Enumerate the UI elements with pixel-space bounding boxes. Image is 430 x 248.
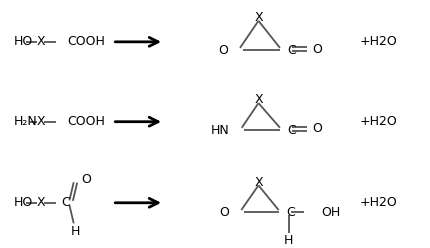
Text: COOH: COOH: [67, 115, 105, 128]
Text: COOH: COOH: [67, 35, 105, 48]
Text: OH: OH: [320, 206, 340, 219]
Text: O: O: [312, 123, 322, 135]
Text: H₂N: H₂N: [14, 115, 37, 128]
Text: H: H: [71, 225, 80, 238]
Text: X: X: [36, 196, 45, 209]
Text: C: C: [286, 124, 295, 137]
Text: HN: HN: [210, 124, 229, 137]
Text: X: X: [254, 11, 262, 24]
Text: O: O: [218, 206, 228, 219]
Text: HO: HO: [14, 196, 33, 209]
Text: C: C: [285, 206, 294, 219]
Text: C: C: [286, 44, 295, 57]
Text: X: X: [36, 115, 45, 128]
Text: HO: HO: [14, 35, 33, 48]
Text: X: X: [36, 35, 45, 48]
Text: X: X: [254, 176, 262, 189]
Text: H: H: [283, 234, 292, 247]
Text: O: O: [81, 173, 91, 186]
Text: +H2O: +H2O: [359, 35, 396, 48]
Text: O: O: [312, 43, 322, 56]
Text: O: O: [217, 44, 227, 57]
Text: X: X: [254, 93, 262, 106]
Text: +H2O: +H2O: [359, 115, 396, 128]
Text: +H2O: +H2O: [359, 196, 396, 209]
Text: C: C: [61, 196, 69, 209]
